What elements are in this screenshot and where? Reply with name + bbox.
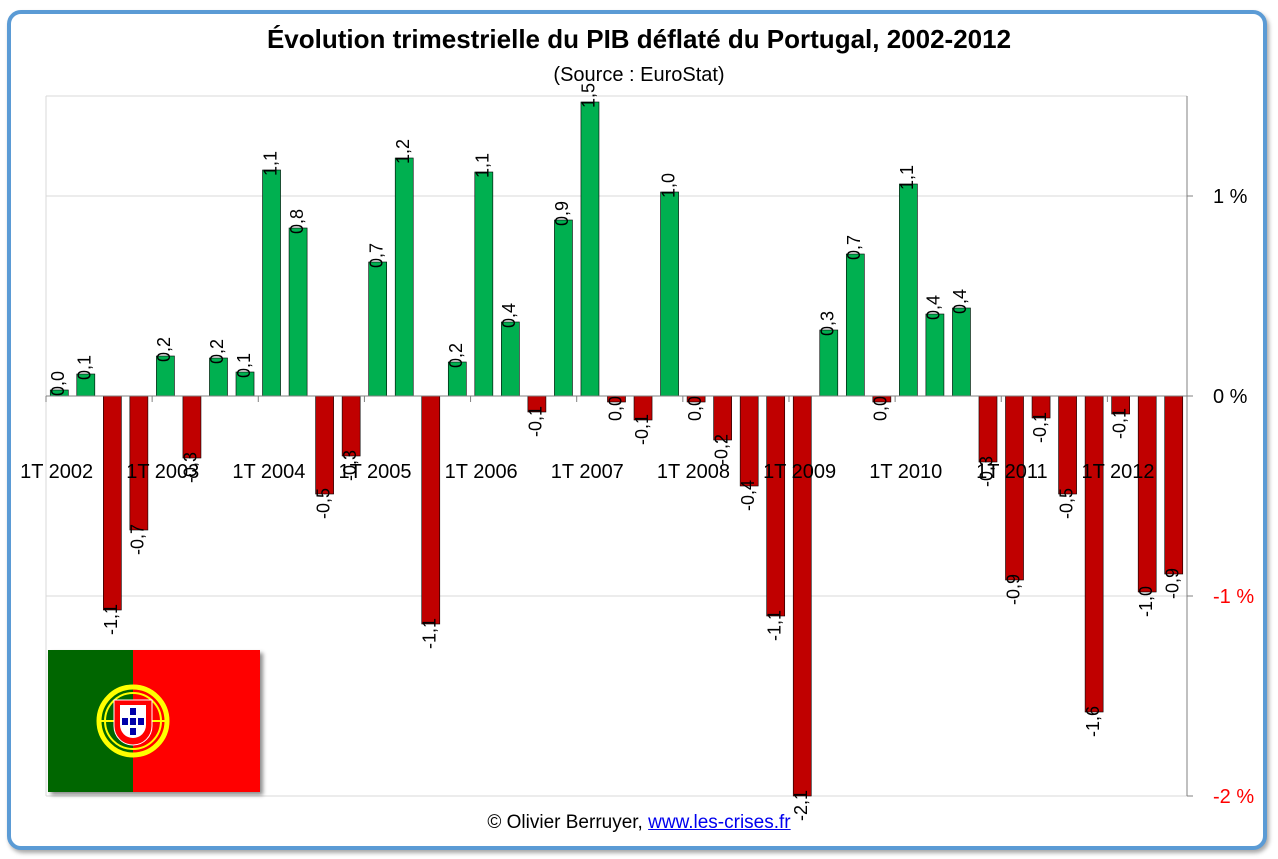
data-label: 0,2 <box>446 343 466 368</box>
data-label: -0,1 <box>1109 408 1129 439</box>
bar <box>554 219 573 397</box>
bar <box>713 395 732 441</box>
bar <box>580 101 600 397</box>
data-label: 1,1 <box>473 153 493 178</box>
bar <box>421 395 441 625</box>
x-tick-label: 1T 2010 <box>869 461 942 483</box>
portugal-flag-image <box>48 650 260 792</box>
chart-subtitle: (Source : EuroStat) <box>553 64 725 86</box>
data-label: 0,9 <box>552 201 572 226</box>
bar <box>182 395 202 459</box>
data-label: -0,3 <box>340 450 360 481</box>
x-tick-label: 1T 2004 <box>232 461 305 483</box>
bar <box>288 227 308 397</box>
bar <box>394 157 414 397</box>
data-label: 0,2 <box>154 337 174 362</box>
data-label: 1,1 <box>897 165 917 190</box>
x-tick-label: 1T 2008 <box>657 461 730 483</box>
data-label: 1,2 <box>393 139 413 164</box>
y-tick-label: -2 % <box>1213 786 1254 808</box>
footer-author: © Olivier Berruyer, <box>487 812 643 833</box>
bar <box>262 169 281 397</box>
bar <box>1137 395 1157 593</box>
data-label: 1,0 <box>658 173 678 198</box>
chart-title: Évolution trimestrielle du PIB déflaté d… <box>266 24 1012 54</box>
bar <box>978 395 998 463</box>
data-label: 1,5 <box>579 83 599 108</box>
data-label: 0,7 <box>844 235 864 260</box>
bar <box>341 395 361 457</box>
data-label: -2,1 <box>791 790 811 821</box>
data-label: 0,4 <box>499 303 519 328</box>
bar <box>792 395 812 797</box>
bar <box>899 183 918 397</box>
data-label: -0,2 <box>711 434 731 465</box>
y-tick-label: 0 % <box>1213 386 1248 408</box>
data-label: 0,4 <box>924 295 944 320</box>
bar <box>103 395 122 611</box>
data-label: -0,1 <box>1030 412 1050 443</box>
footer-link[interactable]: www.les-crises.fr <box>648 812 791 833</box>
bar <box>315 395 334 495</box>
data-label: -0,5 <box>313 488 333 519</box>
data-label: 0,1 <box>75 355 95 380</box>
bar <box>474 171 494 397</box>
data-label: -0,1 <box>632 414 652 445</box>
data-label: 0,1 <box>234 353 254 378</box>
data-label: 0,0 <box>48 371 68 396</box>
bar <box>819 329 839 397</box>
bar <box>766 395 786 617</box>
bar <box>845 253 865 397</box>
data-label: 0,8 <box>287 209 307 234</box>
bar <box>1005 395 1024 581</box>
data-label: -0,1 <box>526 406 546 437</box>
x-tick-label: 1T 2002 <box>20 461 93 483</box>
bar <box>925 313 945 397</box>
x-tick-label: 1T 2009 <box>763 461 836 483</box>
y-tick-label: 1 % <box>1213 186 1248 208</box>
x-tick-label: 1T 2006 <box>445 461 518 483</box>
data-label: -0,9 <box>1003 574 1023 605</box>
data-label: -0,3 <box>181 452 201 483</box>
data-label: -0,3 <box>977 456 997 487</box>
data-label: 1,1 <box>260 151 280 176</box>
bar <box>739 395 759 487</box>
bar <box>1084 395 1104 713</box>
data-label: 0,7 <box>366 243 386 268</box>
data-label: 0,4 <box>950 289 970 314</box>
bar <box>660 191 679 397</box>
bar <box>1164 395 1184 575</box>
data-label: 0,0 <box>871 396 891 421</box>
y-tick-label: -1 % <box>1213 586 1254 608</box>
x-tick-label: 1T 2005 <box>339 461 412 483</box>
bar <box>952 307 971 397</box>
bar <box>501 321 520 397</box>
data-label: 0,2 <box>207 339 227 364</box>
x-tick-label: 1T 2003 <box>126 461 199 483</box>
data-label: -1,1 <box>101 604 121 635</box>
data-label: -1,1 <box>420 618 440 649</box>
data-label: 0,0 <box>605 396 625 421</box>
x-tick-label: 1T 2012 <box>1081 461 1154 483</box>
data-label: -1,1 <box>764 610 784 641</box>
data-label: 0,0 <box>685 396 705 421</box>
data-label: -0,7 <box>128 524 148 555</box>
data-label: -0,4 <box>738 480 758 511</box>
data-label: -0,9 <box>1162 568 1182 599</box>
data-label: -0,5 <box>1056 488 1076 519</box>
footer: © Olivier Berruyer, www.les-crises.fr <box>0 812 1278 834</box>
x-tick-label: 1T 2011 <box>976 461 1048 483</box>
x-tick-label: 1T 2007 <box>551 461 624 483</box>
data-label: 0,3 <box>818 311 838 336</box>
bar <box>1058 395 1077 495</box>
data-label: -1,6 <box>1083 706 1103 737</box>
bar <box>368 261 388 397</box>
data-label: -1,0 <box>1136 586 1156 617</box>
